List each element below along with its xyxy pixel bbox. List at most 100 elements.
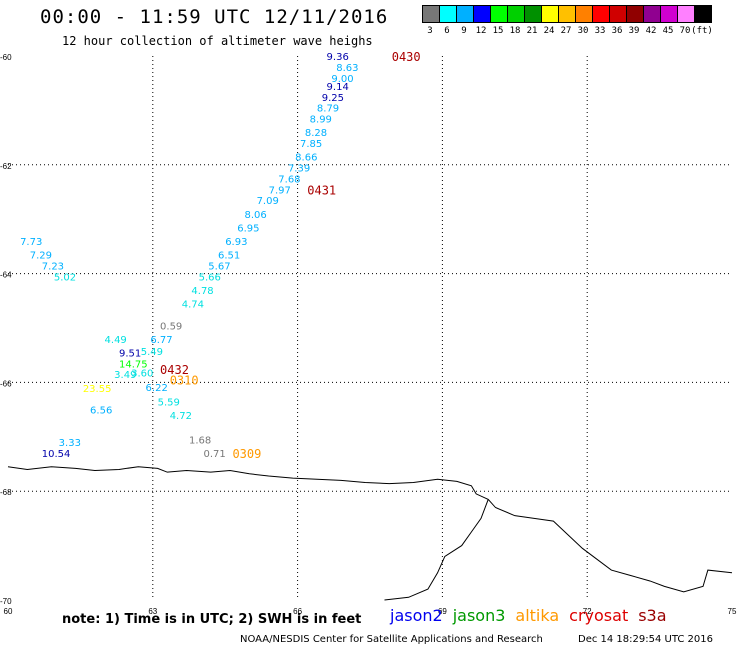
wave-height-label: 0.59 bbox=[160, 321, 182, 332]
pass-time-label: 0430 bbox=[392, 50, 421, 64]
wave-height-label: 5.02 bbox=[54, 272, 76, 283]
legend-label: 18 bbox=[509, 26, 521, 36]
x-tick-label: 66 bbox=[293, 607, 302, 616]
wave-height-label: 8.79 bbox=[317, 104, 339, 115]
satellite-altika: altika bbox=[515, 606, 560, 625]
legend-label: 12 bbox=[475, 26, 487, 36]
legend-swatch bbox=[694, 5, 712, 23]
y-tick-label: -70 bbox=[0, 597, 12, 606]
legend-label: 6 bbox=[444, 26, 450, 36]
pass-time-label: 0309 bbox=[232, 447, 261, 461]
wave-height-label: 7.39 bbox=[288, 164, 310, 175]
wave-height-label: 14.75 bbox=[119, 359, 148, 370]
legend-label: 36 bbox=[611, 26, 623, 36]
legend-swatches bbox=[422, 5, 712, 23]
legend-label: 42 bbox=[645, 26, 657, 36]
legend-label: 3 bbox=[427, 26, 433, 36]
wave-height-label: 1.68 bbox=[189, 436, 211, 447]
wave-height-label: 10.54 bbox=[42, 449, 71, 460]
x-tick-label: 69 bbox=[438, 607, 447, 616]
wave-height-label: 4.49 bbox=[105, 335, 127, 346]
wave-height-label: 8.99 bbox=[310, 115, 332, 126]
wave-height-label: 5.67 bbox=[208, 261, 230, 272]
satellite-legend: jason2 jason3 altika cryosat s3a bbox=[390, 606, 677, 625]
pass-time-label: 0432 bbox=[160, 363, 189, 377]
map-grid bbox=[8, 56, 732, 600]
legend-label: 9 bbox=[461, 26, 467, 36]
wave-height-label: 6.77 bbox=[150, 335, 172, 346]
wave-height-label: 6.22 bbox=[146, 383, 168, 394]
x-tick-label: 60 bbox=[4, 607, 13, 616]
coastline-main bbox=[7, 466, 733, 593]
legend-label: 45 bbox=[662, 26, 674, 36]
wave-height-label: 8.63 bbox=[336, 63, 358, 74]
pass-time-label: 0310 bbox=[170, 374, 199, 388]
legend-label: 24 bbox=[543, 26, 555, 36]
satellite-jason3: jason3 bbox=[452, 606, 506, 625]
page-subtitle: 12 hour collection of altimeter wave hei… bbox=[62, 34, 373, 48]
wave-height-label: 8.28 bbox=[305, 128, 327, 139]
wave-height-label: 4.78 bbox=[191, 286, 213, 297]
wave-height-label: 4.72 bbox=[170, 411, 192, 422]
coastline bbox=[7, 466, 733, 601]
pass-time-label: 0431 bbox=[307, 183, 336, 197]
legend-label: 21 bbox=[526, 26, 538, 36]
wave-height-label: 6.93 bbox=[225, 237, 247, 248]
wave-height-label: 8.06 bbox=[245, 210, 267, 221]
wave-height-label: 7.09 bbox=[257, 196, 279, 207]
legend-label: 33 bbox=[594, 26, 606, 36]
wave-height-label: 7.85 bbox=[300, 139, 322, 150]
y-tick-label: -60 bbox=[0, 53, 12, 62]
wave-height-label: 9.14 bbox=[327, 82, 349, 93]
x-tick-label: 63 bbox=[148, 607, 157, 616]
satellite-cryosat: cryosat bbox=[569, 606, 629, 625]
y-tick-label: -64 bbox=[0, 271, 12, 280]
y-tick-label: -66 bbox=[0, 379, 12, 388]
wave-height-label: 0.71 bbox=[203, 449, 225, 460]
wave-height-label: 6.56 bbox=[90, 406, 112, 417]
x-tick-label: 75 bbox=[728, 607, 737, 616]
legend-label: 39 bbox=[628, 26, 640, 36]
page-title: 00:00 - 11:59 UTC 12/11/2016 bbox=[40, 6, 389, 28]
color-legend: 3 6 9 12 15 18 21 24 27 30 33 36 39 42 45 70 (ft) bbox=[422, 5, 713, 37]
wave-height-label: 7.23 bbox=[42, 261, 64, 272]
wave-height-label: 5.59 bbox=[158, 397, 180, 408]
wave-height-points: 9.368.639.009.149.258.798.99 8.287.85 8.66… bbox=[20, 52, 358, 460]
wave-height-label: 7.73 bbox=[20, 237, 42, 248]
wave-height-label: 7.97 bbox=[269, 185, 291, 196]
wave-height-label: 9.25 bbox=[322, 93, 344, 104]
legend-label: (ft) bbox=[691, 26, 713, 36]
wave-height-label: 7.29 bbox=[30, 251, 52, 262]
footer-timestamp: Dec 14 18:29:54 UTC 2016 bbox=[578, 634, 713, 645]
wave-height-label: 9.51 bbox=[119, 348, 141, 359]
wave-height-label: 9.36 bbox=[327, 52, 349, 63]
legend-label: 27 bbox=[560, 26, 572, 36]
wave-height-label: 6.95 bbox=[237, 223, 259, 234]
y-tick-label: -62 bbox=[0, 162, 12, 171]
wave-height-label: 8.66 bbox=[295, 153, 317, 164]
wave-height-label: 4.74 bbox=[182, 300, 204, 311]
wave-height-label: 23.55 bbox=[83, 384, 112, 395]
legend-label: 30 bbox=[577, 26, 589, 36]
legend-label: 15 bbox=[492, 26, 504, 36]
wave-height-label: 5.49 bbox=[141, 347, 163, 358]
legend-label: 70 bbox=[679, 26, 691, 36]
wave-height-label: 3.49 bbox=[114, 370, 136, 381]
coastline-inlet bbox=[384, 499, 489, 601]
wave-height-label: 7.68 bbox=[278, 174, 300, 185]
y-tick-label: -68 bbox=[0, 488, 12, 497]
wave-height-label: 6.51 bbox=[218, 251, 240, 262]
wave-height-label: 9.00 bbox=[331, 74, 353, 85]
units-note: note: 1) Time is in UTC; 2) SWH is in fe… bbox=[62, 612, 362, 627]
satellite-jason2: jason2 bbox=[390, 606, 443, 625]
wave-height-label: 3.33 bbox=[59, 438, 81, 449]
satellite-s3a: s3a bbox=[638, 606, 667, 625]
wave-height-label: 3.60 bbox=[131, 369, 153, 380]
legend-labels: 3 6 9 12 15 18 21 24 27 30 33 36 39 42 45 70 (ft) bbox=[422, 23, 713, 37]
footer-credit: NOAA/NESDIS Center for Satellite Applica… bbox=[240, 634, 543, 645]
wave-height-label: 5.66 bbox=[199, 272, 221, 283]
x-tick-label: 72 bbox=[583, 607, 592, 616]
